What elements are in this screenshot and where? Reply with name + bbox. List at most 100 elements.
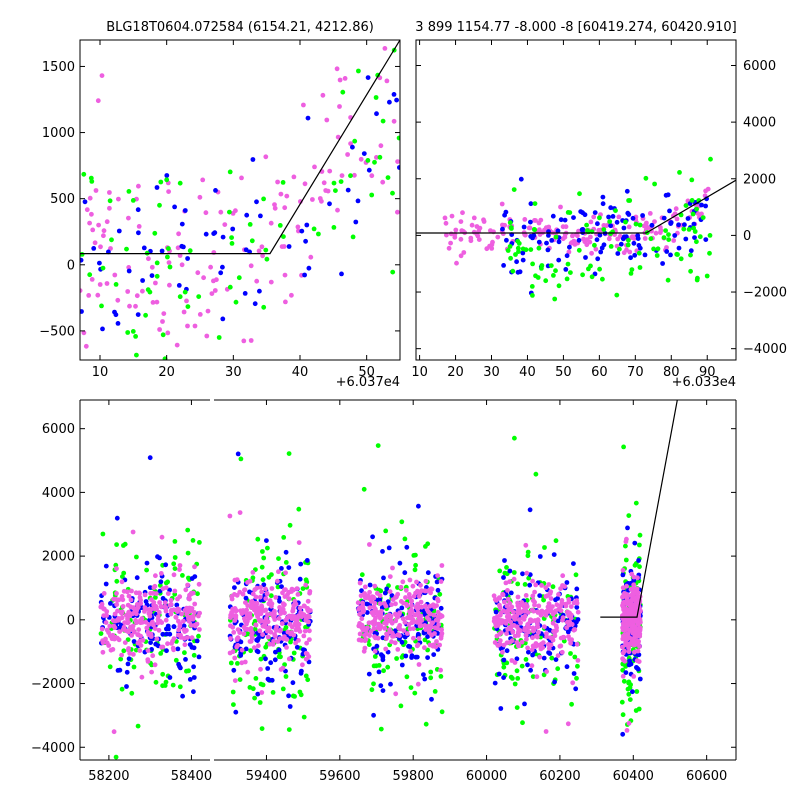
data-point [631, 240, 637, 246]
data-point [115, 598, 120, 603]
data-point [396, 625, 401, 631]
data-point [406, 622, 412, 627]
data-point [103, 581, 109, 587]
data-point [248, 338, 254, 343]
data-point [80, 288, 83, 293]
data-point [101, 228, 107, 234]
data-point [498, 630, 504, 635]
data-point [303, 673, 309, 679]
data-point [148, 590, 154, 596]
data-point [126, 593, 132, 599]
data-point [425, 634, 430, 639]
data-point [293, 640, 298, 646]
data-point [260, 549, 265, 554]
data-point [385, 664, 391, 670]
data-point [652, 181, 657, 187]
data-point [170, 645, 176, 651]
data-point [116, 196, 121, 202]
data-point [100, 640, 106, 646]
full-lightcurve-panel: 58200 58400 59400 59600 59800 60000 60200 60400… [31, 399, 737, 784]
data-point [319, 198, 324, 204]
data-point [536, 220, 542, 226]
data-point [339, 173, 345, 179]
data-point [368, 598, 374, 604]
data-point [437, 612, 443, 618]
data-point [299, 228, 305, 234]
data-point [372, 600, 378, 606]
data-point [395, 647, 401, 652]
data-point [164, 173, 170, 178]
data-point [122, 640, 128, 645]
data-point [666, 232, 671, 238]
data-point [553, 538, 559, 544]
data-point [566, 249, 572, 255]
data-point [252, 301, 258, 307]
data-point [551, 552, 557, 557]
data-point [637, 542, 642, 548]
data-point [283, 299, 288, 305]
data-point [504, 648, 510, 654]
data-point [541, 597, 546, 603]
data-point [449, 213, 455, 219]
data-point [414, 579, 419, 585]
data-point [508, 255, 513, 261]
data-point [564, 664, 570, 670]
data-point [289, 292, 294, 298]
data-point [668, 221, 674, 227]
data-point [676, 245, 682, 251]
data-point [652, 219, 657, 225]
data-point [543, 585, 549, 591]
data-point [106, 643, 112, 648]
data-point [284, 645, 289, 650]
data-point [176, 283, 182, 288]
data-point [504, 237, 509, 243]
series-pink [620, 536, 643, 733]
data-point [423, 588, 429, 594]
data-point [520, 571, 525, 577]
data-point [103, 636, 108, 642]
data-point [167, 282, 172, 288]
data-point [113, 282, 119, 287]
data-point [576, 247, 582, 253]
data-point [417, 619, 423, 624]
y-tick-label: 2000 [42, 550, 75, 565]
data-point [141, 245, 147, 251]
data-point [121, 543, 126, 548]
data-point [510, 629, 516, 635]
data-point [277, 598, 282, 604]
data-point [636, 652, 642, 658]
data-point [371, 626, 377, 631]
data-point [580, 210, 585, 216]
data-point [382, 46, 388, 51]
data-point [307, 628, 312, 634]
series-pink [355, 542, 445, 697]
data-point [126, 265, 132, 270]
data-point [265, 545, 270, 551]
right-panel-offset-label: +6.033e4 [672, 375, 736, 390]
data-point [339, 271, 344, 277]
data-point [458, 219, 464, 225]
data-point [220, 316, 226, 322]
data-point [551, 273, 556, 278]
data-point [568, 240, 574, 246]
data-point [136, 224, 142, 229]
data-point [412, 612, 418, 618]
data-point [241, 338, 247, 344]
data-point [260, 253, 265, 259]
data-point [628, 271, 634, 276]
data-point [133, 334, 139, 339]
data-point [246, 615, 252, 621]
data-point [408, 648, 413, 654]
data-point [390, 565, 395, 571]
data-point [561, 638, 567, 644]
data-point [259, 589, 264, 595]
data-point [446, 245, 452, 251]
data-point [276, 654, 282, 660]
data-point [507, 640, 513, 645]
data-point [629, 267, 635, 272]
data-point [626, 679, 632, 685]
data-point [624, 728, 630, 733]
data-point [556, 592, 561, 597]
data-point [172, 566, 178, 571]
x-tick-label: 60400 [613, 769, 654, 784]
